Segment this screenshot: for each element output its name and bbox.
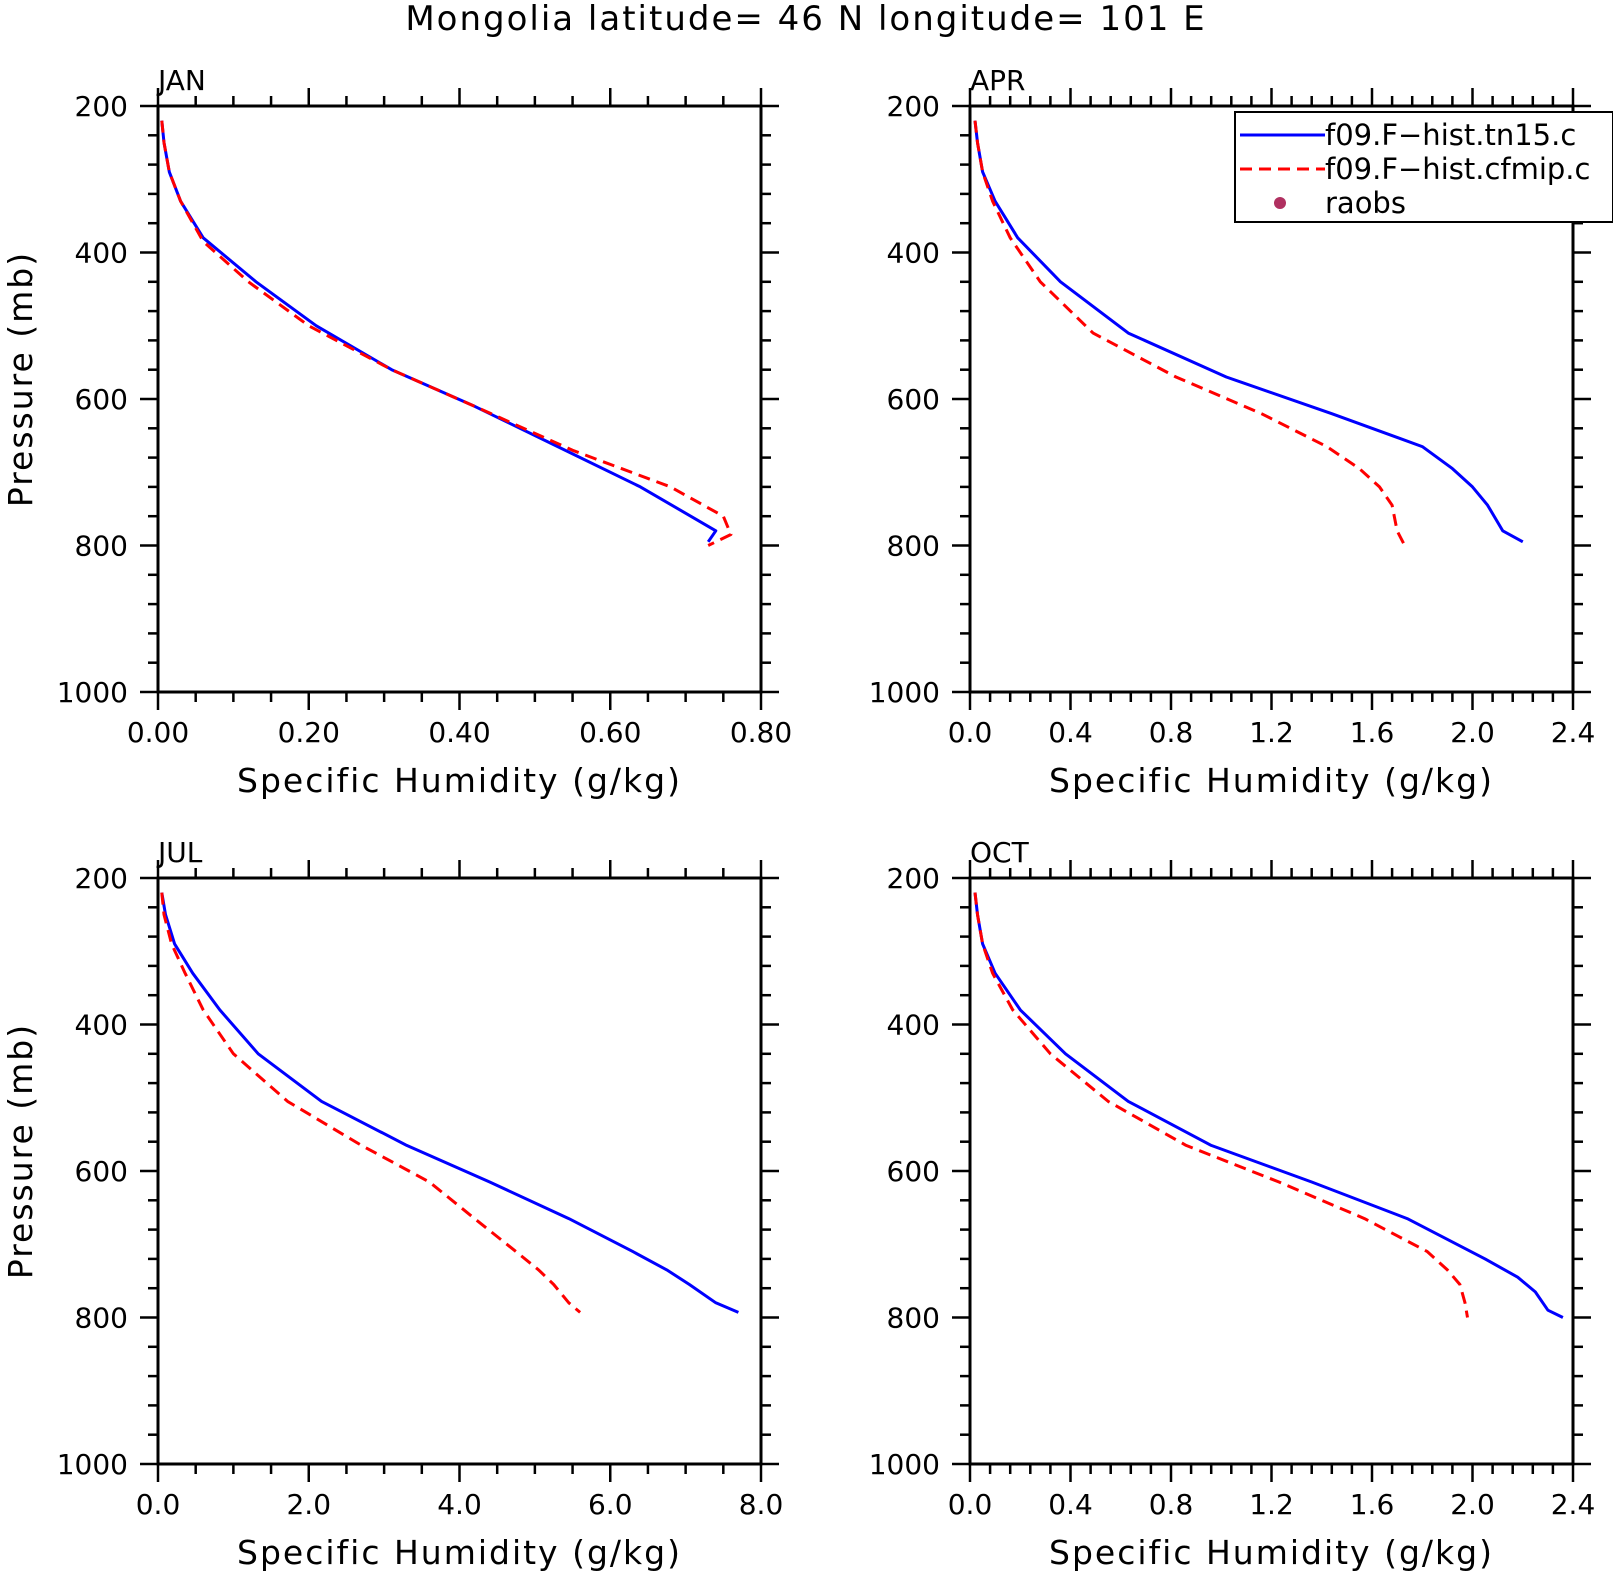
series-line-cfmip [160,892,582,1314]
y-tick-label: 200 [75,90,128,123]
panel-jan: JAN 200 400 600 800 1000 0.00 0.20 0.40 0.60 0.80 S… [1,64,792,800]
y-tick-label: 400 [887,237,940,270]
series-line-tn15 [160,120,718,543]
y-tick-label: 200 [75,862,128,895]
x-tick-label: 2.0 [1450,1488,1495,1521]
y-tick-label: 600 [75,383,128,416]
x-axis-title: Specific Humidity (g/kg) [1049,1533,1494,1572]
plot-frame [968,876,1575,1466]
x-tick-label: 0.0 [948,716,993,749]
series-line-cfmip [973,892,1469,1318]
x-tick-label: 1.2 [1249,716,1294,749]
series-line-cfmip [160,120,733,547]
panels-group: JAN 200 400 600 800 1000 0.00 0.20 0.40 0.60 0.80 S… [1,64,1613,1572]
x-tick-label: 0.4 [1048,716,1093,749]
y-tick-label: 1000 [57,676,128,709]
panel-label: APR [970,64,1026,97]
y-tick-label: 1000 [869,1448,940,1481]
panel-label: JAN [156,64,206,97]
y-tick-label: 400 [75,1009,128,1042]
y-tick-label: 800 [887,1302,940,1335]
legend-entry-label: f09.F−hist.tn15.c [1325,118,1576,152]
y-axis-title: Pressure (mb) [1,251,40,507]
x-tick-label: 6.0 [588,1488,633,1521]
panel-label: OCT [970,836,1030,869]
legend-entry-label: f09.F−hist.cfmip.c [1325,152,1590,186]
x-tick-label: 0.4 [1048,1488,1093,1521]
series-line-tn15 [973,892,1564,1319]
y-tick-label: 400 [887,1009,940,1042]
y-tick-label: 800 [887,530,940,563]
figure-title: Mongolia latitude= 46 N longitude= 101 E [405,0,1206,39]
x-tick-label: 0.60 [579,716,641,749]
x-tick-label: 0.8 [1149,1488,1194,1521]
x-tick-label: 0.40 [428,716,490,749]
x-axis-title: Specific Humidity (g/kg) [237,761,682,800]
x-tick-label: 1.6 [1350,1488,1395,1521]
legend-entry-label: raobs [1325,186,1406,220]
panel-label: JUL [156,836,203,869]
x-tick-label: 0.0 [136,1488,181,1521]
x-axis-title: Specific Humidity (g/kg) [1049,761,1494,800]
x-tick-label: 2.0 [1450,716,1495,749]
x-tick-label: 0.0 [948,1488,993,1521]
x-tick-label: 1.6 [1350,716,1395,749]
y-tick-label: 1000 [57,1448,128,1481]
x-axis-title: Specific Humidity (g/kg) [237,1533,682,1572]
y-tick-label: 400 [75,237,128,270]
x-tick-label: 0.80 [730,716,792,749]
x-tick-label: 0.8 [1149,716,1194,749]
y-tick-label: 800 [75,1302,128,1335]
x-tick-label: 4.0 [437,1488,482,1521]
x-tick-label: 8.0 [739,1488,784,1521]
y-axis-title: Pressure (mb) [1,1023,40,1279]
x-tick-label: 1.2 [1249,1488,1294,1521]
series-line-cfmip [973,120,1407,547]
x-tick-label: 2.4 [1551,1488,1596,1521]
y-tick-label: 600 [75,1155,128,1188]
x-tick-label: 2.0 [286,1488,331,1521]
y-tick-label: 800 [75,530,128,563]
legend-box [1234,111,1613,223]
series-line-tn15 [160,892,739,1314]
y-tick-label: 600 [887,383,940,416]
y-tick-label: 1000 [869,676,940,709]
x-tick-label: 0.00 [127,716,189,749]
x-tick-label: 2.4 [1551,716,1596,749]
legend-marker-raobs [1274,197,1286,209]
plot-frame [156,876,763,1466]
y-tick-label: 200 [887,862,940,895]
y-tick-label: 200 [887,90,940,123]
x-tick-label: 0.20 [278,716,340,749]
y-tick-label: 600 [887,1155,940,1188]
